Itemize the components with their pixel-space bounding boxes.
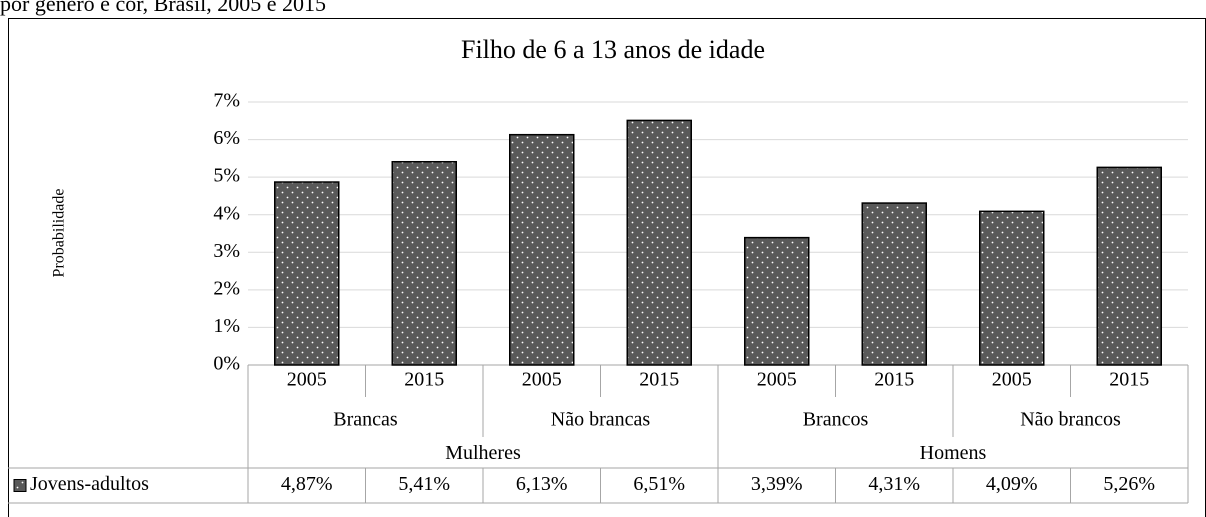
x-tick-label: 2015 [874, 369, 914, 391]
legend-swatch [13, 479, 27, 492]
x-tick-label: 2005 [992, 369, 1032, 391]
bar [744, 236, 810, 366]
data-label: 5,41% [398, 473, 450, 495]
x-tick-label: 2005 [522, 369, 562, 391]
subgroup-label: Não brancas [551, 409, 651, 431]
y-tick-label: 4% [213, 202, 240, 224]
y-tick-label: 1% [213, 315, 240, 337]
y-tick-label: 6% [213, 127, 240, 149]
data-label: 4,09% [986, 473, 1038, 495]
chart-title: Filho de 6 a 13 anos de idade [461, 35, 765, 64]
bar [509, 133, 575, 366]
data-label: 6,13% [516, 473, 568, 495]
subgroup-label: Brancos [803, 409, 869, 431]
y-tick-label: 2% [213, 277, 240, 299]
legend-label: Jovens-adultos [30, 473, 149, 495]
data-label: 6,51% [633, 473, 685, 495]
y-tick-label: 0% [213, 353, 240, 375]
y-tick-label: 5% [213, 165, 240, 187]
bar [626, 119, 692, 366]
x-tick-label: 2015 [1109, 369, 1149, 391]
group-label: Homens [920, 442, 987, 464]
data-label: 5,26% [1103, 473, 1155, 495]
data-label: 4,87% [281, 473, 333, 495]
caption: por gênero e cor, Brasil, 2005 e 2015 [0, 0, 326, 16]
data-label: 3,39% [751, 473, 803, 495]
subgroup-label: Não brancos [1020, 409, 1121, 431]
bar [979, 210, 1045, 366]
bar [274, 181, 340, 366]
data-label: 4,31% [868, 473, 920, 495]
x-tick-label: 2005 [287, 369, 327, 391]
bar [391, 160, 457, 366]
subgroup-label: Brancas [333, 409, 398, 431]
y-axis-label: Probabilidade [51, 189, 68, 278]
group-label: Mulheres [445, 442, 521, 464]
bar [861, 202, 927, 366]
x-tick-label: 2005 [757, 369, 797, 391]
bar [1096, 166, 1162, 366]
x-tick-label: 2015 [639, 369, 679, 391]
x-tick-label: 2015 [404, 369, 444, 391]
y-tick-label: 3% [213, 240, 240, 262]
y-tick-label: 7% [213, 90, 240, 112]
